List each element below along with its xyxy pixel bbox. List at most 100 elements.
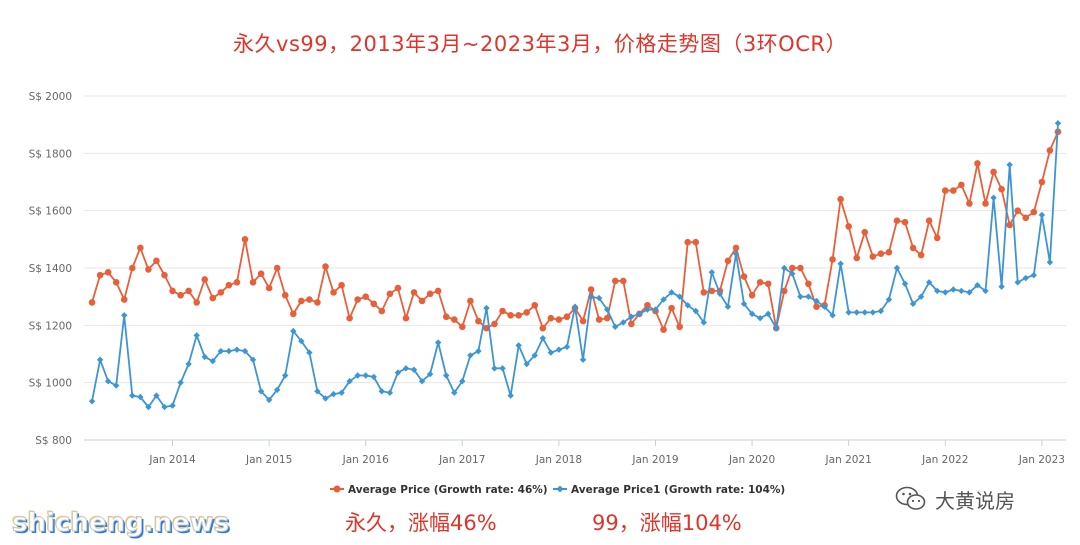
- data-point: [756, 279, 764, 286]
- data-point: [619, 277, 627, 285]
- data-point: [96, 356, 104, 363]
- data-point: [756, 314, 764, 322]
- data-point: [797, 293, 804, 300]
- legend-label: Average Price1 (Growth rate: 104%): [571, 484, 785, 496]
- data-point: [1046, 259, 1054, 266]
- data-point: [193, 299, 200, 306]
- data-point: [322, 395, 329, 402]
- data-point: [201, 276, 209, 283]
- data-point: [233, 346, 241, 353]
- data-point: [137, 393, 144, 401]
- data-point: [869, 309, 877, 316]
- data-point: [837, 260, 844, 267]
- data-point: [692, 307, 699, 315]
- data-point: [789, 264, 796, 272]
- data-point: [603, 306, 611, 313]
- data-point: [225, 347, 233, 355]
- data-point: [112, 279, 120, 286]
- data-point: [764, 310, 772, 318]
- data-point: [853, 309, 860, 316]
- data-point: [861, 309, 868, 316]
- data-point: [96, 271, 104, 279]
- data-point: [901, 280, 909, 287]
- data-point: [362, 293, 370, 300]
- data-point: [354, 372, 361, 379]
- legend-label: Average Price (Growth rate: 46%): [348, 484, 548, 496]
- data-point: [394, 284, 402, 292]
- y-tick-label: S$ 1600: [29, 206, 72, 218]
- data-point: [233, 279, 241, 286]
- data-point: [217, 289, 225, 296]
- data-point: [483, 304, 490, 312]
- data-point: [813, 297, 820, 305]
- data-point: [877, 250, 885, 257]
- data-point: [966, 200, 973, 207]
- data-point: [378, 388, 386, 395]
- data-point: [732, 244, 740, 252]
- data-point: [442, 313, 450, 321]
- data-point: [773, 325, 780, 332]
- data-point: [692, 238, 700, 246]
- x-tick-label: Jan 2020: [728, 454, 775, 466]
- chart-title: 永久vs99，2013年3月~2023年3月，价格走势图（3环OCR）: [233, 32, 847, 56]
- data-point: [966, 289, 973, 296]
- data-point: [426, 370, 434, 378]
- data-point: [145, 266, 152, 273]
- data-point: [1006, 161, 1013, 168]
- data-point: [660, 326, 667, 333]
- data-point: [805, 293, 812, 300]
- data-point: [177, 291, 184, 299]
- data-point: [378, 307, 386, 315]
- data-point: [402, 365, 410, 372]
- data-point: [684, 238, 691, 246]
- data-point: [523, 360, 530, 368]
- watermark-dahuang: 大黄说房: [895, 482, 1015, 516]
- data-point: [539, 324, 547, 332]
- data-point: [491, 365, 498, 372]
- data-point: [346, 314, 353, 322]
- data-point: [700, 319, 707, 326]
- data-point: [660, 296, 667, 303]
- data-point: [112, 382, 120, 389]
- data-point: [515, 312, 522, 319]
- data-point: [917, 293, 925, 300]
- data-point: [1014, 279, 1021, 286]
- x-tick-label: Jan 2014: [148, 454, 196, 466]
- data-point: [120, 296, 128, 303]
- data-point: [668, 289, 675, 296]
- data-point: [314, 299, 321, 306]
- data-point: [402, 314, 410, 322]
- legend-marker: [556, 485, 564, 493]
- data-point: [539, 335, 547, 342]
- data-point: [933, 234, 941, 242]
- data-point: [306, 296, 313, 303]
- data-point: [265, 284, 273, 292]
- data-point: [217, 347, 225, 355]
- data-point: [346, 378, 353, 385]
- data-point: [161, 271, 168, 279]
- data-point: [620, 319, 627, 326]
- data-point: [290, 327, 297, 335]
- data-point: [306, 349, 313, 356]
- data-point: [249, 356, 257, 363]
- series-line-2: [91, 123, 1059, 408]
- data-point: [789, 270, 796, 277]
- data-point: [314, 388, 321, 395]
- legend-marker: [333, 485, 341, 493]
- data-point: [797, 264, 804, 272]
- data-point: [563, 343, 571, 351]
- data-point: [499, 307, 506, 315]
- data-point: [990, 194, 997, 201]
- data-point: [724, 257, 732, 265]
- data-point: [982, 200, 989, 207]
- data-point: [547, 349, 555, 356]
- data-point: [491, 320, 498, 328]
- data-point: [330, 390, 337, 398]
- data-point: [563, 313, 571, 321]
- data-point: [467, 352, 474, 359]
- data-point: [338, 389, 345, 396]
- x-tick-label: Jan 2022: [921, 454, 968, 466]
- data-point: [950, 187, 957, 194]
- x-tick-label: Jan 2019: [631, 454, 678, 466]
